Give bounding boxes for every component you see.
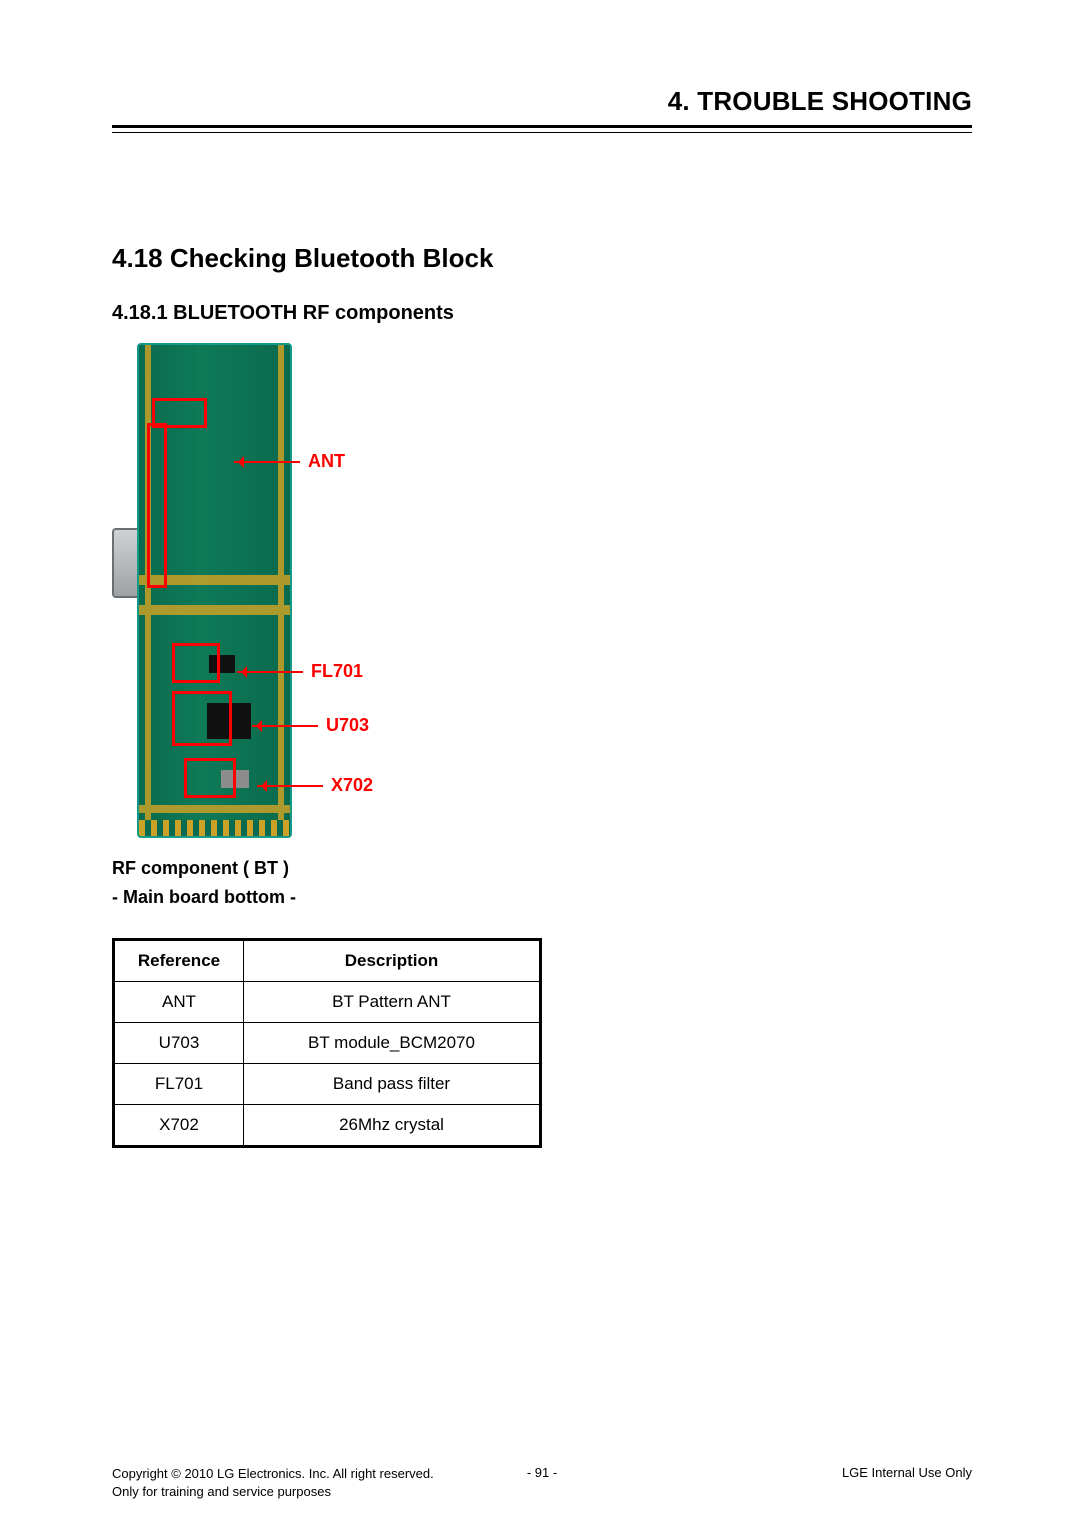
footer-confidential: LGE Internal Use Only: [842, 1465, 972, 1480]
subsection-title: 4.18.1 BLUETOOTH RF components: [112, 302, 972, 325]
table-header-row: Reference Description: [114, 939, 541, 981]
table-cell-ref: ANT: [114, 981, 244, 1022]
callout-label-fl701: FL701: [311, 661, 363, 682]
arrow-icon: [237, 671, 303, 673]
table-row: FL701 Band pass filter: [114, 1063, 541, 1104]
table-header-ref: Reference: [114, 939, 244, 981]
divider-thin: [112, 132, 972, 133]
table-row: X702 26Mhz crystal: [114, 1104, 541, 1146]
callout-fl701: FL701: [237, 661, 363, 682]
highlight-u703: [172, 691, 232, 746]
callout-label-u703: U703: [326, 715, 369, 736]
figure-caption: RF component ( BT ) - Main board bottom …: [112, 854, 972, 912]
highlight-fl701: [172, 643, 220, 683]
callout-ant: ANT: [234, 451, 345, 472]
callout-x702: X702: [257, 775, 373, 796]
divider-thick: [112, 125, 972, 128]
chapter-title: 4. TROUBLE SHOOTING: [112, 86, 972, 117]
callout-label-ant: ANT: [308, 451, 345, 472]
table-cell-desc: BT Pattern ANT: [244, 981, 541, 1022]
footer-purpose: Only for training and service purposes: [112, 1483, 434, 1501]
pcb-figure: ANT FL701 U703 X702: [112, 343, 512, 838]
highlight-x702: [184, 758, 236, 798]
arrow-icon: [252, 725, 318, 727]
table-row: U703 BT module_BCM2070: [114, 1022, 541, 1063]
arrow-icon: [257, 785, 323, 787]
table-cell-desc: BT module_BCM2070: [244, 1022, 541, 1063]
table-cell-ref: X702: [114, 1104, 244, 1146]
section-title: 4.18 Checking Bluetooth Block: [112, 243, 972, 274]
callout-u703: U703: [252, 715, 369, 736]
table-cell-desc: Band pass filter: [244, 1063, 541, 1104]
figure-caption-line: - Main board bottom -: [112, 883, 972, 912]
table-cell-ref: U703: [114, 1022, 244, 1063]
table-cell-ref: FL701: [114, 1063, 244, 1104]
arrow-icon: [234, 461, 300, 463]
callout-label-x702: X702: [331, 775, 373, 796]
figure-caption-line: RF component ( BT ): [112, 854, 972, 883]
table-header-desc: Description: [244, 939, 541, 981]
table-row: ANT BT Pattern ANT: [114, 981, 541, 1022]
reference-table: Reference Description ANT BT Pattern ANT…: [112, 938, 542, 1148]
highlight-ant-left: [147, 423, 167, 588]
table-cell-desc: 26Mhz crystal: [244, 1104, 541, 1146]
